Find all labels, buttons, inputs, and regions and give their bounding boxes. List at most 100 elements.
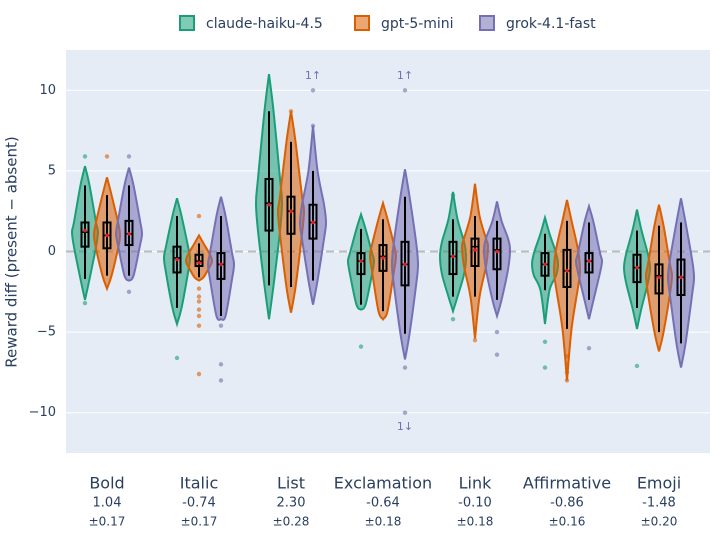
legend-label: grok-4.1-fast [506, 16, 596, 32]
mean-dot [495, 249, 499, 254]
mean-dot [311, 220, 315, 225]
outlier [196, 294, 202, 299]
outlier [196, 213, 202, 219]
outlier [402, 88, 408, 93]
box [654, 263, 664, 295]
effect-label: 1.04 [93, 496, 122, 511]
outlier [542, 365, 548, 370]
outlier [358, 344, 364, 349]
legend-swatch [179, 15, 195, 31]
outlier [196, 323, 202, 328]
y-tick-label: −5 [37, 325, 56, 340]
effect-label: -1.48 [642, 496, 676, 511]
box [194, 253, 204, 268]
x-tick-label: Exclamation [334, 474, 432, 493]
mean-dot [451, 254, 455, 259]
mean-dot [359, 259, 363, 263]
legend-swatch [354, 15, 370, 31]
mean-dot [381, 256, 385, 260]
y-tick-label: 5 [48, 163, 56, 178]
outlier [494, 352, 500, 357]
box [378, 244, 388, 272]
outlier [196, 307, 202, 312]
outlier [196, 299, 202, 304]
outlier [542, 339, 548, 344]
outlier [82, 154, 88, 159]
effect-error-label: ±0.17 [89, 515, 126, 529]
box [492, 237, 502, 271]
outlier [126, 289, 132, 294]
effect-error-label: ±0.28 [273, 515, 310, 529]
outlier [310, 123, 316, 128]
box [264, 177, 274, 232]
y-tick-label: 10 [39, 83, 56, 98]
box [80, 221, 90, 248]
outlier [586, 346, 592, 351]
outlier [564, 370, 570, 375]
box [632, 253, 642, 284]
effect-error-label: ±0.18 [457, 515, 494, 529]
box [216, 252, 226, 280]
legend-label: claude-haiku-4.5 [206, 16, 323, 32]
effect-label: -0.64 [366, 496, 400, 511]
box [470, 237, 480, 268]
outlier [196, 371, 202, 377]
box [448, 240, 458, 276]
mean-dot [267, 202, 271, 207]
legend-swatch [479, 15, 495, 31]
x-tick-label: Link [459, 474, 493, 493]
mean-dot [175, 257, 179, 262]
outlier [174, 355, 180, 361]
outlier [310, 88, 316, 93]
mean-dot [83, 228, 87, 233]
mean-dot [105, 233, 109, 238]
annotation: 1↑ [305, 69, 321, 82]
mean-dot [587, 259, 591, 263]
x-tick-label: Emoji [637, 474, 681, 493]
box [286, 195, 296, 235]
effect-error-label: ±0.17 [181, 515, 218, 529]
outlier [402, 410, 408, 415]
y-tick-label: 0 [48, 244, 56, 259]
outlier [288, 109, 294, 114]
outlier [218, 362, 224, 367]
legend-label: gpt-5-mini [381, 16, 454, 32]
effect-label: -0.86 [550, 496, 584, 511]
box [356, 252, 366, 276]
annotation: 1↓ [397, 420, 413, 433]
outlier [218, 323, 224, 328]
outlier [494, 329, 500, 335]
mean-dot [635, 265, 639, 270]
outlier [472, 337, 478, 343]
outlier [126, 154, 132, 159]
outlier [196, 313, 202, 319]
y-axis-label: Reward diff (present − absent) [3, 136, 21, 367]
outlier [564, 354, 570, 359]
mean-dot [565, 269, 569, 273]
mean-dot [679, 275, 683, 280]
x-tick-label: Affirmative [523, 474, 611, 493]
annotation: 1↑ [397, 69, 413, 82]
mean-dot [219, 262, 223, 267]
outlier [450, 192, 456, 198]
outlier [218, 378, 224, 383]
box [172, 245, 182, 274]
mean-dot [543, 262, 547, 267]
mean-dot [403, 262, 407, 267]
outlier [104, 154, 110, 159]
effect-error-label: ±0.18 [365, 515, 402, 529]
effect-label: 2.30 [277, 496, 306, 511]
outlier [634, 363, 640, 369]
mean-dot [473, 248, 477, 252]
mean-dot [127, 231, 131, 236]
effect-error-label: ±0.16 [549, 515, 586, 529]
box [562, 248, 572, 288]
effect-label: -0.10 [458, 496, 492, 511]
y-tick-label: −10 [29, 405, 56, 420]
box [400, 240, 410, 287]
x-tick-label: Italic [180, 474, 218, 493]
box [308, 203, 318, 240]
mean-dot [657, 275, 661, 280]
box [584, 252, 594, 274]
